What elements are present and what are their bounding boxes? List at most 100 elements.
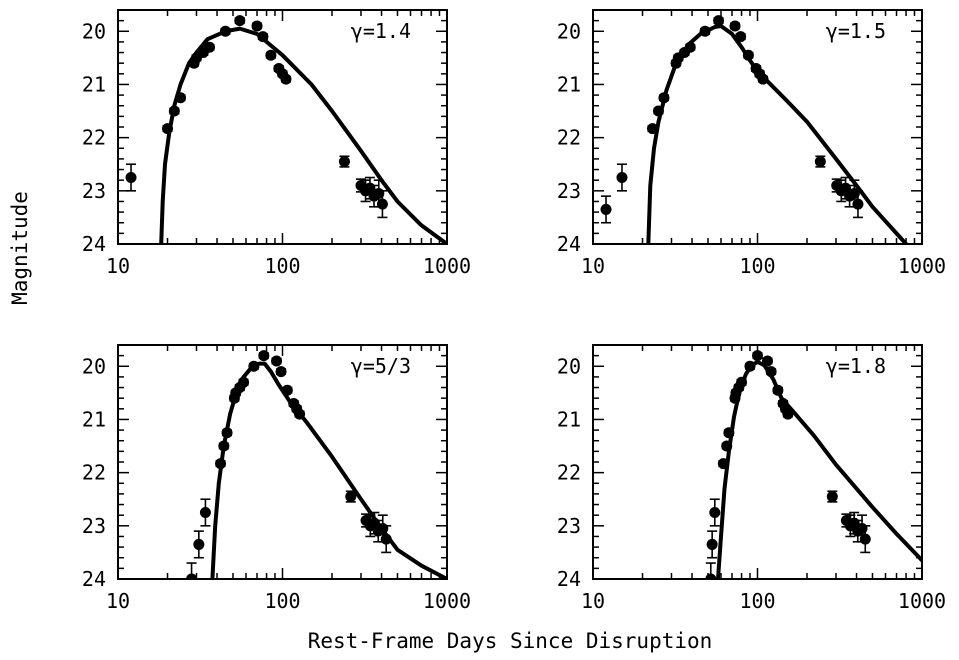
data-point (852, 198, 864, 210)
data-point (125, 172, 137, 184)
data-point (175, 92, 187, 104)
data-point (275, 366, 287, 378)
data-point (294, 408, 306, 420)
panel-gamma-label: γ=5/3 (351, 354, 411, 378)
x-tick-label: 100 (739, 254, 775, 278)
model-curve (716, 360, 922, 579)
x-tick-label: 10 (581, 254, 605, 278)
y-tick-label: 22 (557, 126, 581, 150)
data-point (376, 198, 388, 210)
y-tick-label: 21 (557, 72, 581, 96)
data-point (265, 49, 277, 61)
data-point (826, 491, 838, 503)
model-curve (210, 361, 447, 579)
data-point (772, 384, 784, 396)
x-tick-label: 1000 (423, 589, 471, 613)
data-point (271, 355, 283, 367)
y-tick-label: 23 (82, 179, 106, 203)
data-point (721, 440, 733, 452)
data-point (859, 533, 871, 545)
x-tick-label: 10 (106, 589, 130, 613)
data-point (199, 507, 211, 519)
data-point (258, 350, 270, 362)
data-point (162, 123, 174, 135)
data-point (257, 31, 269, 43)
y-axis-label: Magnitude (8, 191, 32, 305)
plot-area (600, 15, 909, 244)
y-tick-label: 24 (82, 567, 106, 591)
data-point (684, 41, 696, 53)
y-tick-label: 22 (82, 126, 106, 150)
plot-area (186, 350, 447, 579)
data-point (186, 573, 198, 579)
data-point (193, 538, 205, 550)
y-tick-label: 24 (557, 232, 581, 256)
data-point (729, 20, 741, 32)
panel-3: 10 100 1000 20 21 22 23 24 γ=5/3 (82, 344, 471, 613)
x-tick-label: 100 (264, 254, 300, 278)
data-point (218, 440, 230, 452)
data-point (705, 573, 717, 579)
data-point (765, 366, 777, 378)
x-tick-label: 100 (739, 589, 775, 613)
plot-area (705, 350, 922, 579)
data-point (761, 355, 773, 367)
data-point (204, 41, 216, 53)
data-point (248, 360, 260, 372)
y-tick-label: 23 (82, 514, 106, 538)
data-point (647, 123, 659, 135)
data-point (699, 25, 711, 37)
data-point (744, 360, 756, 372)
data-point (280, 73, 292, 85)
data-point (215, 458, 227, 470)
x-tick-label: 10 (581, 589, 605, 613)
y-tick-label: 21 (82, 72, 106, 96)
data-point (717, 458, 729, 470)
data-point (752, 350, 763, 362)
x-tick-label: 100 (264, 589, 300, 613)
data-point (338, 156, 350, 168)
y-tick-label: 20 (557, 19, 581, 43)
y-tick-label: 21 (82, 407, 106, 431)
data-point (380, 533, 392, 545)
data-point (706, 538, 718, 550)
data-point (234, 15, 246, 27)
y-tick-label: 23 (557, 514, 581, 538)
y-tick-label: 24 (82, 232, 106, 256)
data-point (742, 49, 754, 61)
data-point (736, 376, 748, 388)
panel-gamma-label: γ=1.4 (351, 19, 411, 43)
plot-area (125, 15, 447, 244)
data-point (600, 203, 612, 215)
data-point (238, 376, 250, 388)
x-tick-label: 10 (106, 254, 130, 278)
x-tick-label: 1000 (898, 589, 946, 613)
data-point (251, 20, 263, 32)
y-tick-label: 22 (82, 461, 106, 485)
data-point (757, 73, 769, 85)
data-point (713, 15, 725, 27)
data-point (782, 408, 794, 420)
plot-frame (592, 344, 923, 580)
x-axis-label: Rest-Frame Days Since Disruption (308, 629, 713, 653)
y-tick-label: 20 (82, 19, 106, 43)
model-curve (646, 24, 909, 244)
model-curve (159, 26, 447, 244)
y-tick-label: 24 (557, 567, 581, 591)
data-point (723, 427, 735, 439)
panel-gamma-label: γ=1.8 (826, 354, 886, 378)
data-point (709, 507, 721, 519)
panel-4: 10 100 1000 20 21 22 23 24 γ=1.8 (557, 344, 946, 613)
y-tick-label: 22 (557, 461, 581, 485)
panel-1: 10 100 1000 20 21 22 23 24 γ=1.4 (82, 9, 471, 278)
data-point (616, 172, 628, 184)
data-point (735, 31, 747, 43)
data-point (281, 384, 293, 396)
y-tick-label: 21 (557, 407, 581, 431)
y-tick-label: 20 (82, 354, 106, 378)
plot-frame (117, 344, 448, 580)
data-point (219, 25, 231, 37)
data-point (221, 427, 233, 439)
data-point (652, 105, 664, 117)
